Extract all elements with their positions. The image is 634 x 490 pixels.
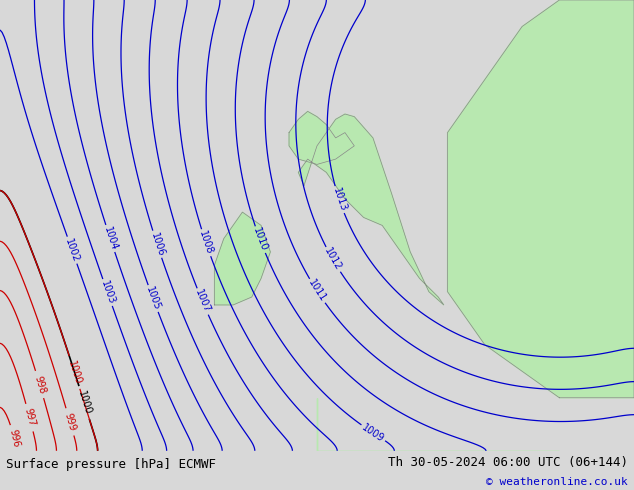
Text: 1004: 1004 [101, 225, 119, 252]
Polygon shape [289, 111, 354, 165]
Text: 1007: 1007 [193, 288, 212, 315]
Text: 1010: 1010 [251, 226, 269, 253]
Text: 1012: 1012 [323, 246, 344, 273]
Text: 1000: 1000 [75, 390, 93, 416]
Text: 1006: 1006 [148, 231, 165, 257]
Text: © weatheronline.co.uk: © weatheronline.co.uk [486, 477, 628, 487]
Text: Surface pressure [hPa] ECMWF: Surface pressure [hPa] ECMWF [6, 458, 216, 471]
Text: 1002: 1002 [63, 237, 81, 264]
Text: 1013: 1013 [330, 187, 348, 213]
Text: 998: 998 [32, 374, 47, 394]
Text: 996: 996 [8, 429, 21, 449]
Text: 997: 997 [22, 407, 37, 428]
Text: Th 30-05-2024 06:00 UTC (06+144): Th 30-05-2024 06:00 UTC (06+144) [387, 456, 628, 469]
Text: 999: 999 [63, 412, 77, 432]
Polygon shape [448, 0, 634, 398]
Text: 1008: 1008 [197, 229, 215, 256]
Polygon shape [485, 0, 634, 159]
Text: 1003: 1003 [99, 279, 116, 306]
Polygon shape [214, 212, 270, 305]
Polygon shape [299, 114, 444, 305]
Polygon shape [317, 398, 559, 451]
Text: 1005: 1005 [144, 285, 162, 312]
Text: 1009: 1009 [360, 422, 386, 444]
Text: 1011: 1011 [306, 278, 328, 304]
Text: 1000: 1000 [66, 359, 83, 386]
